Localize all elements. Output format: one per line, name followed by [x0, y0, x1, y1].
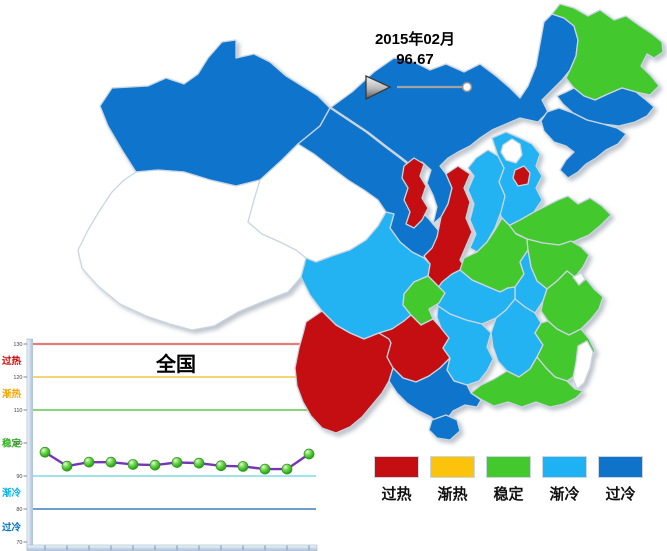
- province-liaoning[interactable]: [540, 107, 627, 179]
- legend-item-stable[interactable]: 稳定: [486, 456, 531, 504]
- legend-swatch-overheat: [374, 456, 419, 478]
- zone-label-渐热: 渐热: [2, 388, 22, 400]
- data-point-8[interactable]: [193, 457, 205, 469]
- data-point-3[interactable]: [83, 456, 95, 468]
- legend-swatch-stable: [486, 456, 531, 478]
- zone-label-稳定: 稳定: [2, 438, 22, 450]
- province-zhejiang[interactable]: [540, 270, 604, 336]
- province-hainan[interactable]: [428, 414, 461, 441]
- timeline-value: 96.67: [396, 51, 434, 68]
- province-ningxia[interactable]: [401, 157, 429, 229]
- province-tianjin[interactable]: [512, 165, 531, 187]
- y-axis-bar: [26, 338, 33, 551]
- legend-item-cooling[interactable]: 渐冷: [542, 456, 587, 504]
- legend-swatch-warming: [430, 456, 475, 478]
- legend-swatch-overcool: [598, 456, 643, 478]
- province-anhui[interactable]: [514, 249, 548, 314]
- data-point-11[interactable]: [259, 463, 271, 475]
- province-xizang[interactable]: [77, 169, 307, 331]
- timeline-player: [365, 74, 473, 101]
- x-axis-bar: [26, 544, 318, 551]
- legend-label-overcool: 过冷: [605, 486, 636, 503]
- y-tick-label: 80: [16, 507, 22, 513]
- data-point-6[interactable]: [149, 459, 161, 471]
- province-yunnan[interactable]: [294, 310, 394, 434]
- y-tick-label: 130: [13, 342, 22, 348]
- province-heilongjiang[interactable]: [551, 3, 664, 101]
- map-legend: 过热 渐热 稳定 渐冷 过冷: [374, 456, 643, 504]
- y-tick-label: 70: [16, 540, 22, 546]
- province-beijing[interactable]: [500, 138, 523, 164]
- legend-label-warming: 渐热: [437, 486, 468, 503]
- province-guangdong[interactable]: [470, 356, 584, 408]
- timeline-date: 2015年02月: [374, 31, 456, 48]
- map-layer: [77, 3, 664, 441]
- legend-label-overheat: 过热: [381, 486, 412, 503]
- data-point-13[interactable]: [303, 448, 315, 460]
- timeline-slider-handle[interactable]: [461, 81, 473, 93]
- legend-item-overheat[interactable]: 过热: [374, 456, 419, 504]
- province-guangxi[interactable]: [388, 357, 482, 434]
- timeline-control: 2015年02月 96.67: [330, 28, 500, 108]
- chart-title: 全国: [155, 352, 196, 376]
- province-hunan[interactable]: [436, 305, 494, 386]
- legend-item-overcool[interactable]: 过冷: [598, 456, 643, 504]
- data-point-7[interactable]: [171, 457, 183, 468]
- legend-swatch-cooling: [542, 456, 587, 478]
- zone-label-过冷: 过冷: [2, 522, 22, 534]
- data-point-4[interactable]: [105, 456, 117, 468]
- province-shanghai[interactable]: [572, 272, 586, 286]
- zone-label-渐冷: 渐冷: [2, 487, 22, 499]
- y-tick-label: 100: [13, 441, 22, 447]
- data-point-10[interactable]: [237, 461, 249, 472]
- data-point-1[interactable]: [39, 446, 51, 458]
- data-point-5[interactable]: [127, 459, 139, 470]
- province-chongqing[interactable]: [402, 275, 446, 326]
- zone-label-过热: 过热: [2, 355, 22, 367]
- data-point-9[interactable]: [215, 460, 227, 472]
- data-point-12[interactable]: [281, 463, 293, 475]
- data-point-2[interactable]: [61, 460, 73, 472]
- play-button[interactable]: [365, 74, 392, 101]
- y-tick-label: 120: [13, 375, 22, 381]
- legend-item-warming[interactable]: 渐热: [430, 456, 475, 504]
- y-tick-label: 90: [16, 474, 22, 480]
- province-taiwan[interactable]: [572, 340, 594, 390]
- y-tick-label: 110: [14, 408, 23, 414]
- legend-label-stable: 稳定: [493, 486, 524, 503]
- legend-label-cooling: 渐冷: [549, 486, 580, 503]
